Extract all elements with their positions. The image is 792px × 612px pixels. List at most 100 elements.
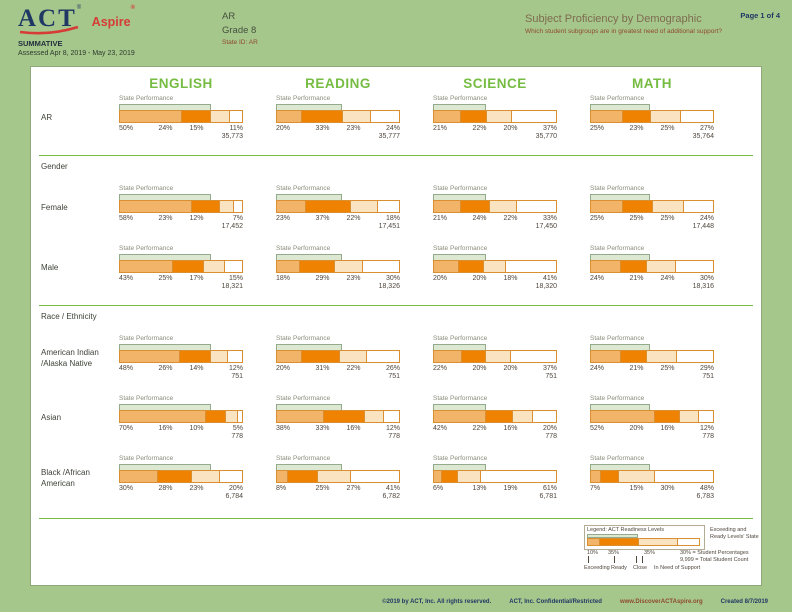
bar-segment-close <box>339 351 367 362</box>
state-performance-bar <box>119 104 211 110</box>
segment-percentage: 22% <box>503 215 518 222</box>
performance-cell: State Performance 52% 20% 16% 12% 778 <box>590 395 714 442</box>
performance-cell: State Performance 23% 37% 22% 18% 17,451 <box>276 185 400 232</box>
demographic-row: American Indian /Alaska Native State Perf… <box>31 335 761 382</box>
segment-percentages: 6% 13% 19% 61% <box>433 485 557 492</box>
bar-segment-ready <box>178 351 211 362</box>
segment-percentage: 48% <box>119 365 134 372</box>
performance-cell: State Performance 20% 33% 23% 24% 35,777 <box>276 95 400 142</box>
total-student-count: 17,450 <box>535 223 557 230</box>
segment-percentage: 20% <box>433 275 448 282</box>
state-performance-label: State Performance <box>590 95 645 102</box>
readiness-stacked-bar <box>433 110 557 123</box>
segment-percentage: 20% <box>472 275 487 282</box>
performance-cell: State Performance 58% 23% 12% 7% 17,452 <box>119 185 243 232</box>
segment-percentage: 41% <box>542 275 557 282</box>
performance-cell: State Performance 24% 21% 24% 30% 18,316 <box>590 245 714 292</box>
act-aspire-logo: ACT® Aspire® SUMMATIVE Assessed Apr 8, 2… <box>18 5 135 57</box>
legend-count-note: 9,999 = Total Student Count <box>680 557 749 563</box>
segment-percentages: 25% 25% 25% 24% <box>590 215 714 222</box>
readiness-stacked-bar <box>590 110 714 123</box>
bar-segment-in-need-of-support <box>350 471 399 482</box>
confidential-text: ACT, Inc. Confidential/Restricted <box>509 599 602 605</box>
state-performance-label: State Performance <box>276 95 331 102</box>
bar-segment-close <box>652 201 683 212</box>
segment-percentage: 24% <box>590 275 605 282</box>
performance-cell: State Performance 8% 25% 27% 41% 6,782 <box>276 455 400 502</box>
bar-segment-ready <box>301 111 342 122</box>
state-performance-bar <box>276 194 342 200</box>
segment-percentage: 30% <box>699 275 714 282</box>
state-performance-label: State Performance <box>433 245 488 252</box>
segment-percentage: 61% <box>542 485 557 492</box>
bar-segment-close <box>512 411 532 422</box>
legend-sample-pct: 35% <box>608 550 620 556</box>
segment-percentage: 18% <box>385 215 400 222</box>
state-performance-label: State Performance <box>119 245 174 252</box>
bar-segment-in-need-of-support <box>366 351 398 362</box>
bar-segment-in-need-of-support <box>504 261 555 272</box>
bar-segment-in-need-of-support <box>362 261 399 272</box>
state-performance-bar <box>590 104 650 110</box>
segment-percentages: 18% 29% 23% 30% <box>276 275 400 282</box>
segment-percentage: 37% <box>542 365 557 372</box>
bar-segment-exceeding <box>120 201 191 212</box>
legend-tick <box>614 556 615 563</box>
readiness-stacked-bar <box>433 350 557 363</box>
demographic-label: Male <box>41 263 59 273</box>
section-divider <box>39 305 753 306</box>
state-performance-bar <box>590 464 650 470</box>
section-header: Gender <box>41 162 68 171</box>
bar-segment-ready <box>172 261 203 272</box>
segment-percentage: 8% <box>276 485 287 492</box>
segment-percentages: 25% 23% 25% 27% <box>590 125 714 132</box>
segment-percentage: 21% <box>433 215 448 222</box>
segment-percentage: 22% <box>472 125 487 132</box>
state-performance-bar <box>590 194 650 200</box>
segment-percentage: 23% <box>629 125 644 132</box>
segment-percentage: 17% <box>189 275 204 282</box>
state-performance-label: State Performance <box>590 455 645 462</box>
bar-segment-close <box>488 201 516 212</box>
state-performance-label: State Performance <box>590 335 645 342</box>
bar-segment-close <box>645 351 677 362</box>
bar-segment-close <box>224 411 238 422</box>
segment-percentages: 23% 37% 22% 18% <box>276 215 400 222</box>
report-sheet: ENGLISH READING SCIENCE MATH AR State Perfor… <box>30 66 762 586</box>
segment-percentage: 25% <box>315 485 330 492</box>
state-performance-label: State Performance <box>433 455 488 462</box>
readiness-stacked-bar <box>119 200 243 213</box>
readiness-stacked-bar <box>276 110 400 123</box>
bar-segment-close <box>457 471 481 482</box>
bar-segment-in-need-of-support <box>377 201 399 212</box>
bar-segment-close <box>210 351 228 362</box>
bar-segment-in-need-of-support <box>515 201 556 212</box>
performance-cell: State Performance 25% 25% 25% 24% 17,448 <box>590 185 714 232</box>
bar-segment-in-need-of-support <box>227 351 242 362</box>
legend-bar-segment <box>637 539 677 545</box>
segment-percentage: 12% <box>385 425 400 432</box>
segment-percentages: 30% 28% 23% 20% <box>119 485 243 492</box>
readiness-stacked-bar <box>276 350 400 363</box>
segment-percentage: 30% <box>385 275 400 282</box>
segment-percentage: 24% <box>472 215 487 222</box>
segment-percentage: 24% <box>158 125 173 132</box>
performance-cell: State Performance 6% 13% 19% 61% 6,781 <box>433 455 557 502</box>
performance-cell: State Performance 42% 22% 16% 20% 778 <box>433 395 557 442</box>
state-performance-bar <box>119 344 211 350</box>
legend-sample-pct: 35% <box>644 550 656 556</box>
readiness-stacked-bar <box>590 200 714 213</box>
bar-segment-exceeding <box>434 201 460 212</box>
segment-percentage: 43% <box>119 275 134 282</box>
demographic-row: Female State Performance 58% 23% 12% 7% 17,452… <box>31 185 761 232</box>
segment-percentage: 52% <box>590 425 605 432</box>
bar-segment-close <box>202 261 224 272</box>
segment-percentage: 6% <box>433 485 444 492</box>
segment-percentage: 12% <box>228 365 243 372</box>
total-student-count: 751 <box>702 373 714 380</box>
state-performance-bar <box>276 344 342 350</box>
bar-segment-ready <box>298 261 335 272</box>
bar-segment-ready <box>205 411 225 422</box>
segment-percentages: 52% 20% 16% 12% <box>590 425 714 432</box>
bar-segment-in-need-of-support <box>510 111 556 122</box>
